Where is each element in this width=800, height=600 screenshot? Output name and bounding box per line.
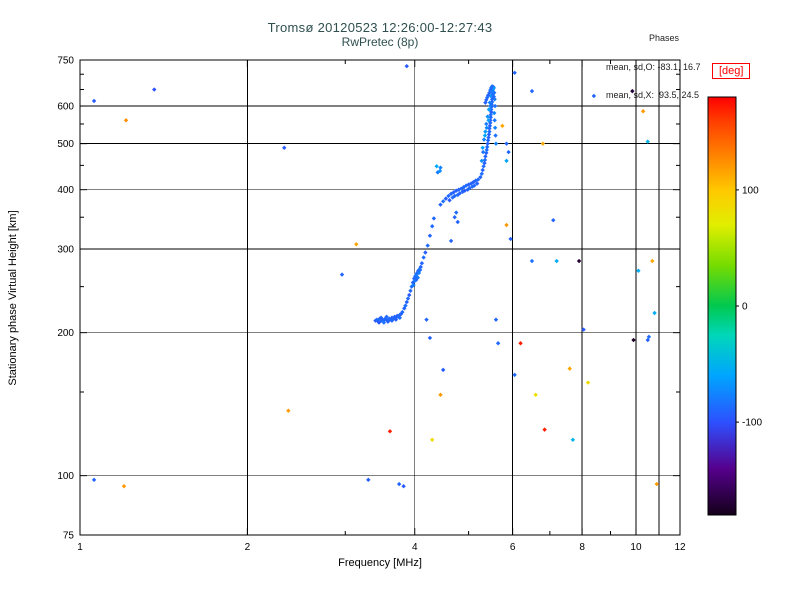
svg-text:10: 10 (630, 542, 642, 553)
phase-stats-x-mode: mean, sd,X: 93.5, 24.5 (606, 90, 700, 100)
x-axis-label: Frequency [MHz] (338, 557, 422, 569)
colorbar-unit-label: [deg] (712, 63, 751, 79)
svg-text:12: 12 (674, 542, 686, 553)
svg-text:-100: -100 (742, 418, 762, 429)
svg-text:6: 6 (510, 542, 516, 553)
svg-text:8: 8 (579, 542, 585, 553)
y-axis-label: Stationary phase Virtual Height [km] (7, 210, 19, 385)
scatter-points (91, 63, 659, 489)
title-block: Tromsø 20120523 12:26:00-12:27:43 RwPret… (80, 20, 680, 49)
svg-text:0: 0 (742, 302, 748, 313)
svg-text:750: 750 (57, 56, 74, 67)
svg-text:1: 1 (77, 542, 83, 553)
svg-text:600: 600 (57, 102, 74, 113)
plot-title: Tromsø 20120523 12:26:00-12:27:43 (267, 20, 493, 35)
colorbar: 100 0 -100 (707, 96, 762, 516)
svg-text:2: 2 (245, 542, 251, 553)
grid-lines (80, 60, 680, 535)
svg-text:300: 300 (57, 245, 74, 256)
svg-text:200: 200 (57, 328, 74, 339)
svg-text:400: 400 (57, 185, 74, 196)
phase-stats-header: Phases (648, 33, 680, 43)
svg-text:500: 500 (57, 139, 74, 150)
svg-text:4: 4 (412, 542, 418, 553)
svg-text:100: 100 (57, 471, 74, 482)
svg-text:75: 75 (63, 531, 75, 542)
plot-subtitle: RwPretec (8p) (341, 35, 419, 49)
svg-text:100: 100 (742, 185, 759, 196)
phase-stats-o-mode: mean, sd,O: -83.1, 16.7 (606, 61, 701, 72)
phase-stats: Phases mean, sd,O: -83.1, 16.7 mean, sd,… (606, 15, 722, 120)
